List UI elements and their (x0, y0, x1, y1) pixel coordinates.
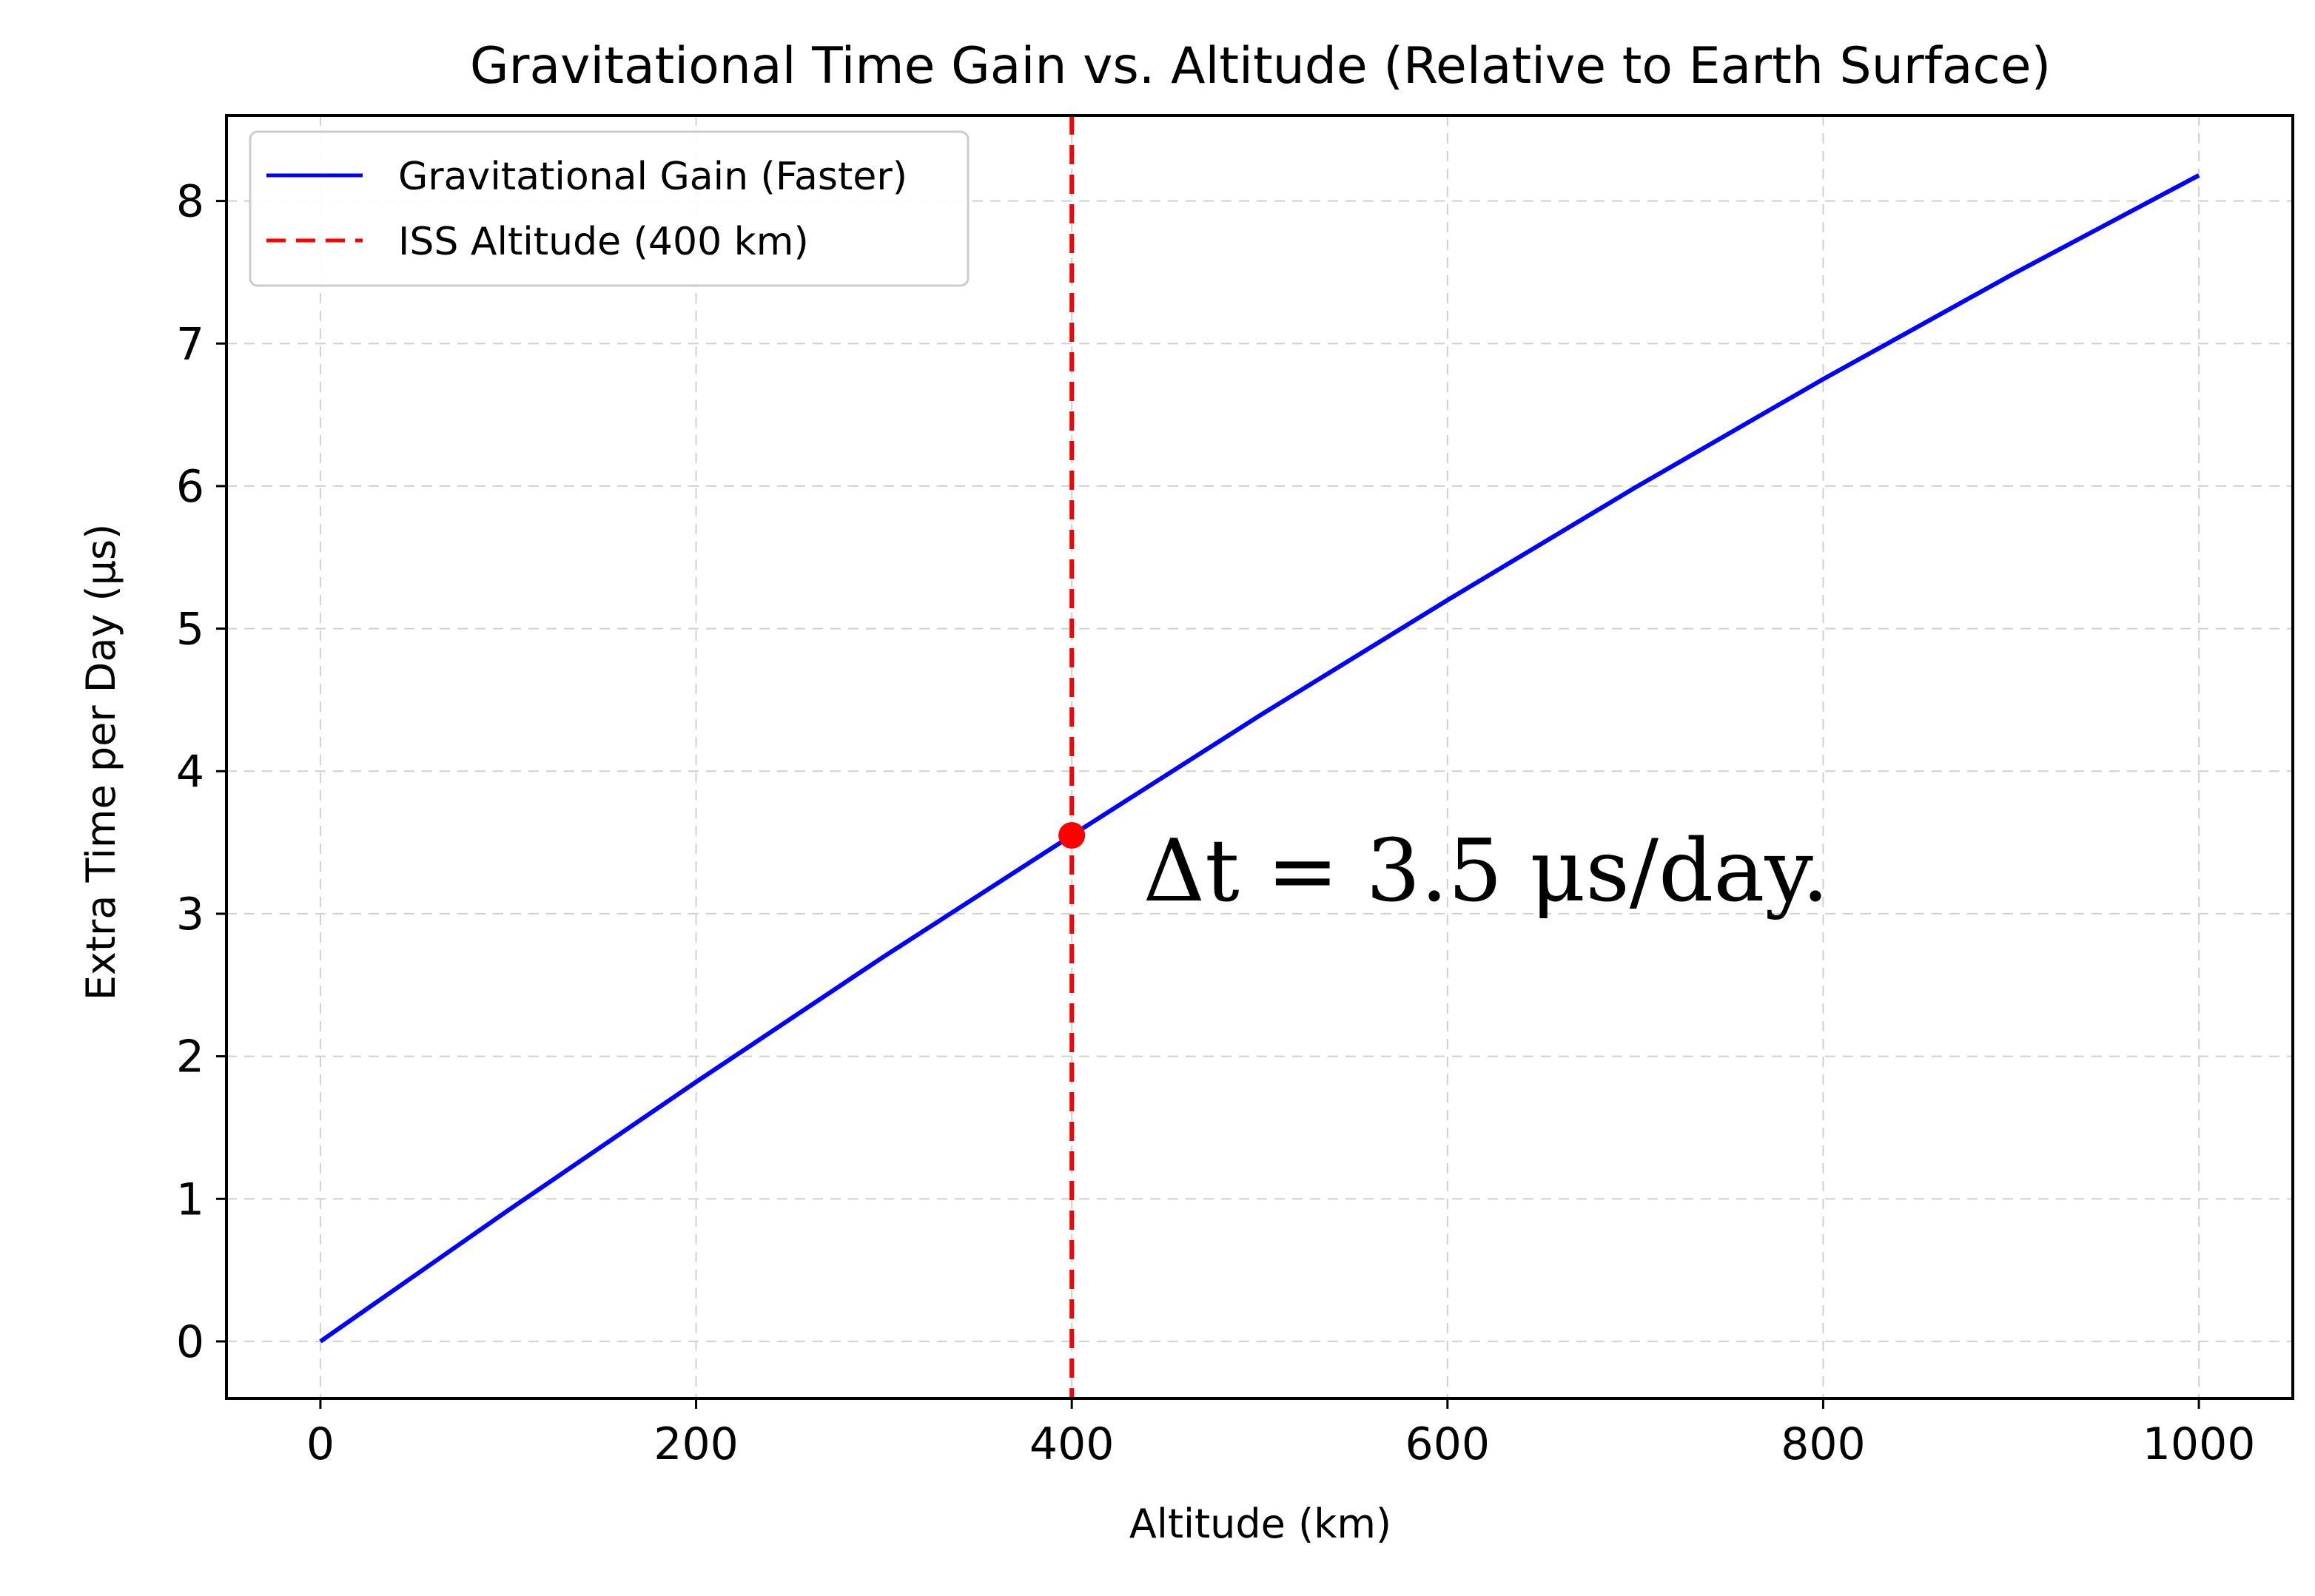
y-tick-label: 5 (176, 604, 204, 656)
legend-frame (249, 130, 970, 287)
plot-frame (225, 114, 2294, 1400)
x-tick-label: 200 (653, 1418, 739, 1470)
y-axis-label: Extra Time per Day (μs) (78, 524, 124, 1000)
x-tick-label: 400 (1029, 1418, 1115, 1470)
x-tick-label: 600 (1405, 1418, 1491, 1470)
legend: Gravitational Gain (Faster) ISS Altitude… (249, 130, 970, 287)
legend-label-gravitational-gain: Gravitational Gain (Faster) (398, 155, 907, 199)
line-layer (319, 173, 2200, 1344)
y-tick-label: 4 (176, 746, 204, 798)
y-tick-label: 1 (176, 1174, 204, 1225)
chart-title: Gravitational Time Gain vs. Altitude (Re… (470, 37, 2051, 95)
y-axis-ticks: 0 1 2 3 4 5 6 7 8 (176, 176, 226, 1368)
grid (226, 115, 2293, 1398)
y-tick-label: 2 (176, 1031, 204, 1083)
y-tick-label: 6 (176, 461, 204, 513)
x-tick-label: 1000 (2143, 1418, 2256, 1470)
y-tick-label: 8 (176, 176, 204, 228)
y-tick-label: 3 (176, 889, 204, 940)
x-axis-label: Altitude (km) (1129, 1501, 1391, 1547)
x-axis-ticks: 0 200 400 600 800 1000 (306, 1398, 2256, 1470)
x-tick-label: 0 (306, 1418, 335, 1470)
gravitational-gain-line (319, 173, 2200, 1344)
y-tick-label: 0 (176, 1316, 204, 1368)
legend-label-iss-altitude: ISS Altitude (400 km) (398, 220, 809, 264)
iss-point-marker (1058, 821, 1086, 849)
annotation-text: Δt = 3.5 μs/day. (1143, 821, 1829, 921)
x-tick-label: 800 (1781, 1418, 1866, 1470)
marker-layer (1058, 821, 1086, 849)
y-tick-label: 7 (176, 318, 204, 370)
